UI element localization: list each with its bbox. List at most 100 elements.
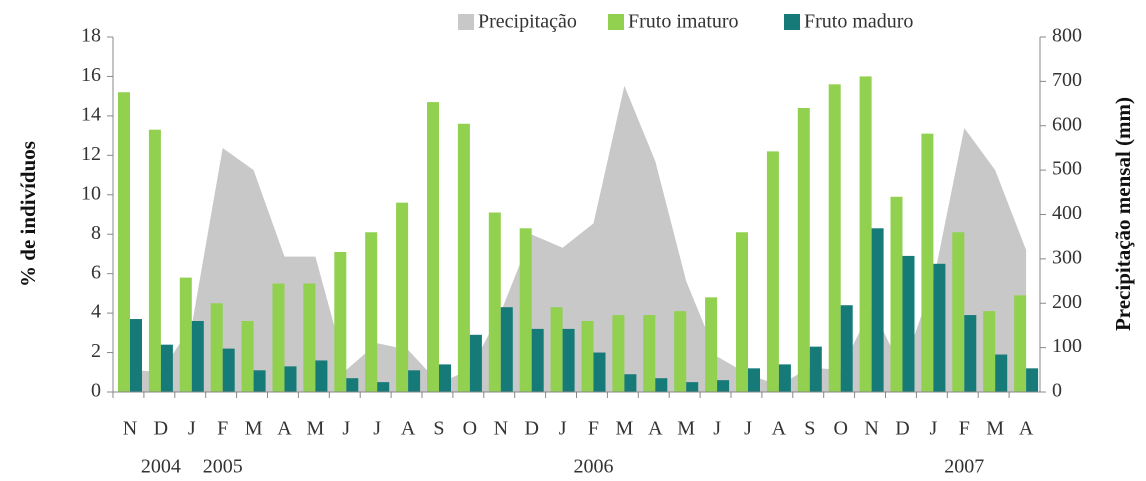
- bar: [179, 277, 192, 392]
- bar: [396, 202, 409, 392]
- bar: [160, 344, 173, 392]
- y-tick-label: 10: [81, 182, 101, 204]
- x-tick-label: J: [188, 418, 196, 440]
- bar: [346, 378, 359, 392]
- bar: [426, 102, 439, 392]
- y2-tick-label: 200: [1052, 291, 1082, 313]
- bar: [890, 196, 903, 392]
- bar: [871, 228, 884, 392]
- bar: [272, 283, 285, 392]
- bar: [284, 366, 297, 392]
- bar: [778, 364, 791, 392]
- bar: [241, 321, 254, 392]
- bar: [519, 228, 532, 392]
- x-tick-label: F: [588, 418, 599, 440]
- precipitation-area: [129, 85, 1027, 392]
- bar: [148, 129, 161, 392]
- bar: [315, 360, 328, 392]
- bar: [334, 251, 347, 392]
- x-tick-label: M: [677, 418, 695, 440]
- legend-swatch: [608, 14, 624, 30]
- x-tick-label: A: [1019, 418, 1034, 440]
- x-tick-label: N: [864, 418, 878, 440]
- year-label: 2004: [141, 456, 181, 478]
- y-tick-label: 2: [91, 340, 101, 362]
- y2-tick-label: 100: [1052, 335, 1082, 357]
- bar: [643, 315, 656, 392]
- x-tick-label: N: [123, 418, 137, 440]
- y-tick-label: 12: [81, 143, 101, 165]
- x-tick-label: J: [373, 418, 381, 440]
- bar: [983, 311, 996, 392]
- x-tick-label: S: [433, 418, 444, 440]
- legend-label: Fruto maduro: [804, 11, 913, 33]
- bar: [377, 382, 390, 392]
- bar: [408, 370, 421, 392]
- y2-tick-label: 600: [1052, 113, 1082, 135]
- bar: [655, 378, 668, 392]
- y2-axis-label: Precipitação mensal (mm): [1111, 97, 1135, 331]
- x-tick-label: M: [306, 418, 324, 440]
- bar: [705, 297, 718, 392]
- year-label: 2006: [573, 456, 613, 478]
- y2-tick-label: 800: [1052, 25, 1082, 47]
- x-tick-label: M: [986, 418, 1004, 440]
- bar: [469, 334, 482, 392]
- bar: [612, 315, 625, 392]
- bar: [210, 303, 223, 392]
- bar: [735, 232, 748, 392]
- year-label: 2007: [944, 456, 984, 478]
- year-label: 2005: [203, 456, 243, 478]
- x-tick-label: J: [744, 418, 752, 440]
- y-tick-label: 8: [91, 222, 101, 244]
- x-tick-label: M: [245, 418, 263, 440]
- legend-swatch: [458, 14, 474, 30]
- bar: [840, 305, 853, 392]
- bar: [964, 315, 977, 392]
- x-tick-label: N: [494, 418, 508, 440]
- x-tick-label: D: [895, 418, 909, 440]
- bar: [550, 307, 563, 392]
- y-tick-label: 14: [81, 103, 101, 125]
- x-tick-label: J: [929, 418, 937, 440]
- bar: [488, 212, 501, 392]
- y2-tick-label: 300: [1052, 246, 1082, 268]
- y-tick-label: 18: [81, 25, 101, 47]
- bar: [624, 374, 637, 392]
- bar: [686, 382, 699, 392]
- y-axis-label: % de indivíduos: [16, 141, 40, 287]
- bar: [809, 346, 822, 392]
- bar: [500, 307, 513, 392]
- bar: [766, 151, 779, 392]
- bar: [902, 255, 915, 392]
- x-tick-label: S: [804, 418, 815, 440]
- bar: [129, 319, 142, 392]
- bar: [717, 380, 730, 392]
- legend-label: Fruto imaturo: [628, 11, 739, 33]
- bar: [921, 133, 934, 392]
- bar: [438, 364, 451, 392]
- y-tick-label: 4: [91, 301, 101, 323]
- x-tick-label: D: [524, 418, 538, 440]
- bar: [303, 283, 316, 392]
- bar: [365, 232, 378, 392]
- bar: [674, 311, 687, 392]
- y-tick-label: 6: [91, 261, 101, 283]
- x-tick-label: F: [217, 418, 228, 440]
- x-tick-label: A: [648, 418, 663, 440]
- x-tick-label: A: [772, 418, 787, 440]
- bar: [1014, 295, 1027, 392]
- x-tick-label: O: [833, 418, 847, 440]
- y-tick-label: 16: [81, 64, 101, 86]
- x-tick-label: F: [959, 418, 970, 440]
- y2-tick-label: 400: [1052, 202, 1082, 224]
- bar: [933, 263, 946, 392]
- bar: [859, 76, 872, 392]
- bar: [995, 354, 1008, 392]
- y-tick-label: 0: [91, 380, 101, 402]
- bar: [562, 328, 575, 392]
- legend-label: Precipitação: [478, 11, 577, 33]
- y2-tick-label: 700: [1052, 69, 1082, 91]
- x-tick-label: J: [713, 418, 721, 440]
